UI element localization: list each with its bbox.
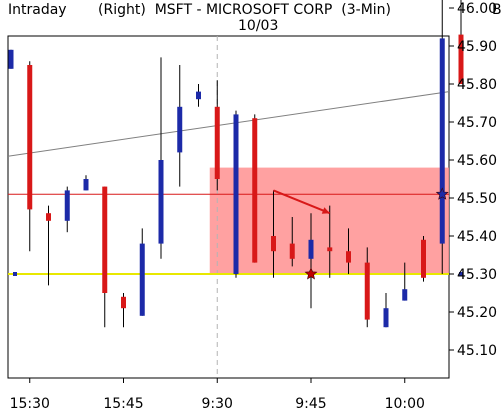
candle-down: [214, 106, 220, 179]
x-tick-label: 15:30: [10, 396, 50, 412]
x-tick-label: 15:45: [103, 396, 143, 412]
chart-title-right: B: [492, 2, 502, 18]
candle-down: [271, 236, 276, 252]
candle-down: [121, 296, 126, 309]
candle-up: [158, 160, 164, 244]
star-marker: [435, 187, 449, 200]
candle-down: [327, 247, 333, 252]
candle-up: [8, 49, 14, 69]
chart-title-left: Intraday: [8, 2, 67, 18]
candle-up: [402, 289, 408, 301]
trend-arrow-head: [321, 207, 330, 214]
moving-average-line: [7, 91, 450, 157]
y-tick-label: 45.10: [457, 343, 497, 359]
y-tick-label: 45.50: [457, 191, 497, 207]
x-tick-label: 10:00: [385, 396, 425, 412]
candle-down: [252, 118, 258, 263]
candle-up: [177, 106, 183, 153]
candle-down: [346, 251, 351, 263]
chart-date: 10/03: [238, 18, 278, 34]
y-tick-label: 45.60: [457, 153, 497, 169]
candle-down: [27, 65, 33, 210]
y-tick-label: 46.00: [457, 1, 497, 17]
candle-up: [439, 38, 445, 244]
candle-up: [196, 91, 201, 100]
candle-down: [289, 243, 295, 259]
candle-up: [383, 308, 389, 328]
level-dot: [13, 272, 17, 276]
y-tick-label: 45.70: [457, 115, 497, 131]
trend-arrow: [273, 189, 331, 215]
y-tick-label: 45.90: [457, 39, 497, 55]
candle-up: [233, 114, 239, 275]
x-tick-label: 9:30: [202, 396, 233, 412]
candle-down: [102, 186, 108, 293]
candle-down: [46, 213, 51, 221]
candle-up: [64, 190, 70, 221]
candle-down: [364, 262, 370, 320]
y-tick-label: 45.80: [457, 77, 497, 93]
y-tick-label: 45.40: [457, 229, 497, 245]
y-tick-label: 45.20: [457, 305, 497, 321]
x-tick-label: 9:45: [295, 396, 326, 412]
candle-up: [83, 179, 89, 191]
candle-up: [308, 239, 314, 259]
candle-down: [458, 34, 464, 84]
candle-down: [421, 239, 426, 278]
level-dot: [459, 272, 463, 276]
chart-title: (Right) MSFT - MICROSOFT CORP (3-Min): [98, 2, 391, 18]
y-tick-label: 45.30: [457, 267, 497, 283]
candle-up: [139, 243, 145, 316]
star-marker: [304, 267, 318, 280]
